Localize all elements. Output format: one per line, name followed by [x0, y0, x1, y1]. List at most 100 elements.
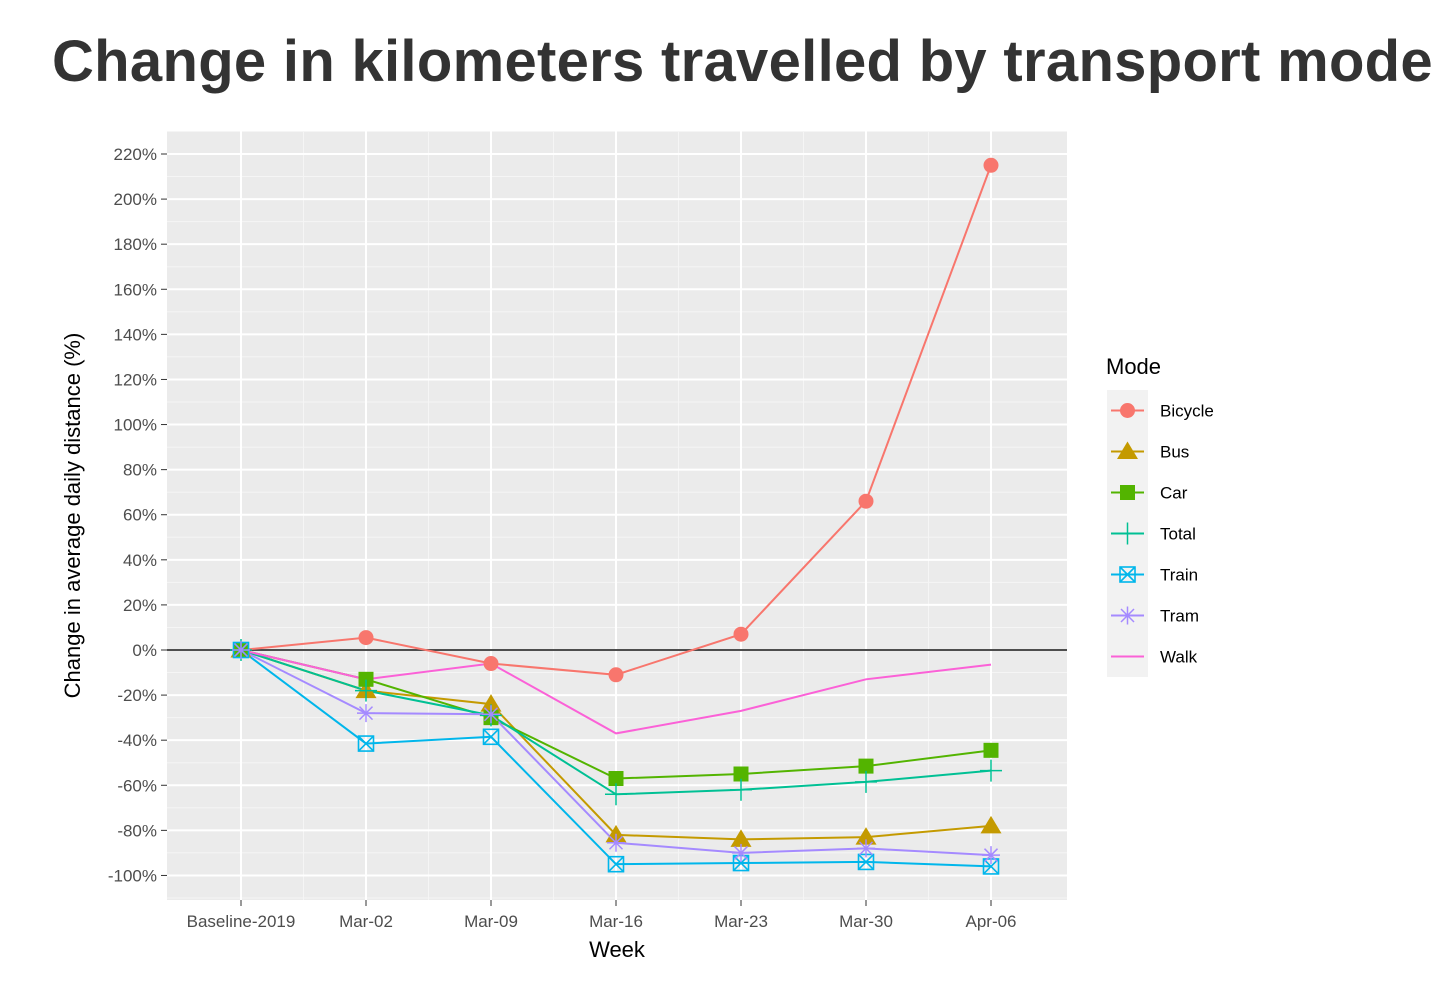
legend: Mode Bicycle Bus Car Total Train Tram Walk: [1106, 354, 1214, 677]
point-bicycle: [858, 493, 874, 509]
point-train: [607, 855, 625, 873]
legend-label-walk: Walk: [1160, 648, 1198, 667]
legend-marker-bicycle: [1120, 403, 1135, 418]
legend-marker-car: [1120, 485, 1135, 500]
point-bicycle: [608, 667, 624, 683]
y-tick-label: -40%: [117, 731, 157, 750]
y-tick-label: 40%: [123, 551, 157, 570]
point-tram-d2: [983, 848, 999, 863]
point-train-d2: [482, 728, 500, 745]
legend-item-tram: Tram: [1111, 606, 1199, 626]
legend-label-total: Total: [1160, 525, 1196, 544]
point-tram-d2: [608, 835, 624, 850]
point-tram-d2: [733, 845, 749, 860]
point-tram: [232, 641, 250, 659]
y-axis: -100% -80% -60% -40% -20% 0% 20% 40% 60% 80% 100% 1…: [108, 145, 167, 885]
point-bus: [730, 829, 752, 847]
y-tick-label: 140%: [114, 325, 157, 344]
point-bus: [480, 694, 502, 712]
x-tick-label: Mar-23: [714, 912, 768, 931]
y-tick-label: 180%: [114, 235, 157, 254]
y-tick-label: -20%: [117, 686, 157, 705]
y-tick-label: 220%: [114, 145, 157, 164]
point-total: [605, 783, 627, 806]
point-tram: [607, 833, 625, 852]
legend-marker-train-box: [1119, 566, 1136, 583]
x-tick-label: Baseline-2019: [187, 912, 296, 931]
point-total: [855, 770, 877, 793]
point-bicycle: [983, 157, 999, 173]
x-tick-label: Mar-09: [464, 912, 518, 931]
y-tick-label: 160%: [114, 280, 157, 299]
x-tick-label: Mar-16: [589, 912, 643, 931]
x-tick-label: Mar-30: [839, 912, 893, 931]
point-train-d2: [357, 735, 375, 752]
chart-title: Change in kilometers travelled by transp…: [52, 29, 1433, 94]
point-bicycle: [483, 656, 499, 672]
y-tick-label: -60%: [117, 776, 157, 795]
point-bus: [980, 815, 1002, 834]
y-tick-label: -80%: [117, 821, 157, 840]
point-train-box: [357, 735, 375, 752]
point-tram: [857, 839, 875, 858]
grid-major: [167, 131, 1067, 900]
point-tram-d2: [858, 841, 874, 856]
point-tram-d2: [233, 642, 249, 658]
point-total: [730, 778, 752, 801]
legend-item-bicycle: Bicycle: [1111, 402, 1214, 421]
legend-item-train: Train: [1111, 566, 1198, 585]
legend-label-bus: Bus: [1160, 443, 1189, 462]
legend-marker-bus: [1117, 441, 1138, 459]
point-tram-d2: [483, 707, 499, 722]
legend-item-walk: Walk: [1111, 648, 1198, 667]
legend-marker-total: [1116, 522, 1139, 545]
point-train-box: [482, 728, 500, 746]
y-tick-label: 200%: [114, 190, 157, 209]
y-tick-label: -100%: [108, 866, 157, 885]
y-tick-label: 20%: [123, 596, 157, 615]
point-car: [358, 671, 374, 687]
legend-item-bus: Bus: [1111, 441, 1189, 462]
point-bicycle: [733, 626, 749, 642]
point-train-d2: [982, 858, 1000, 875]
point-car: [983, 742, 999, 758]
x-tick-label: Apr-06: [965, 912, 1016, 931]
y-axis-title: Change in average daily distance (%): [60, 333, 85, 699]
legend-marker-tram-d2: [1120, 608, 1135, 623]
point-train-d2: [857, 853, 875, 870]
legend-marker-train: [1119, 566, 1136, 583]
point-total: [980, 759, 1002, 782]
point-bus: [855, 827, 877, 845]
point-tram-d2: [358, 706, 374, 721]
legend-item-total: Total: [1111, 522, 1196, 545]
legend-marker-train-d2: [1119, 566, 1136, 583]
legend-item-car: Car: [1111, 484, 1188, 503]
point-bicycle: [358, 630, 374, 646]
legend-label-tram: Tram: [1160, 607, 1199, 626]
legend-title: Mode: [1106, 354, 1161, 379]
x-axis: Baseline-2019 Mar-02 Mar-09 Mar-16 Mar-23 Mar…: [187, 900, 1017, 931]
y-tick-label: 0%: [132, 641, 157, 660]
y-tick-label: 100%: [114, 416, 157, 435]
point-total: [355, 679, 377, 702]
point-car: [608, 771, 624, 787]
point-car: [733, 766, 749, 782]
x-tick-label: Mar-02: [339, 912, 393, 931]
point-tram: [482, 705, 500, 724]
legend-label-bicycle: Bicycle: [1160, 402, 1214, 421]
point-train: [982, 858, 1000, 875]
series-points: [230, 157, 1002, 875]
x-axis-title: Week: [589, 937, 646, 962]
y-tick-label: 80%: [123, 461, 157, 480]
point-train: [357, 735, 375, 752]
point-tram: [982, 846, 1000, 865]
y-tick-label: 120%: [114, 370, 157, 389]
legend-label-train: Train: [1160, 566, 1198, 585]
y-tick-label: 60%: [123, 506, 157, 525]
point-train-box: [607, 855, 625, 873]
legend-marker-tram: [1118, 606, 1137, 625]
legend-label-car: Car: [1160, 484, 1188, 503]
point-train: [482, 728, 500, 746]
point-car: [858, 758, 874, 774]
